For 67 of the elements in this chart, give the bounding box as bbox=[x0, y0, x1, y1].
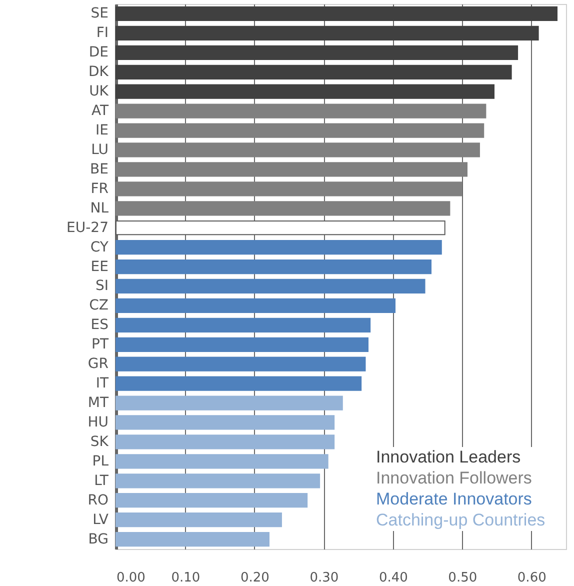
bar bbox=[116, 182, 462, 196]
bar bbox=[116, 6, 558, 22]
y-tick-label: DE bbox=[88, 44, 108, 61]
y-tick-label: PL bbox=[92, 453, 109, 470]
y-tick-label: LT bbox=[94, 472, 109, 489]
y-tick-label: MT bbox=[88, 395, 109, 412]
y-tick-label: PT bbox=[92, 336, 109, 353]
y-tick-label: RO bbox=[88, 492, 108, 508]
x-tick-label: 0.00 bbox=[116, 570, 146, 586]
bar bbox=[116, 45, 518, 60]
bar bbox=[116, 259, 432, 274]
y-tick-label: BE bbox=[90, 161, 108, 178]
y-tick-label: GR bbox=[88, 356, 109, 372]
bar bbox=[116, 278, 426, 294]
bar bbox=[116, 123, 484, 138]
y-tick-label: AT bbox=[91, 103, 109, 120]
bar bbox=[116, 493, 308, 508]
bar bbox=[116, 532, 270, 547]
x-tick-label: 0.50 bbox=[448, 570, 478, 586]
y-tick-label: CZ bbox=[89, 298, 108, 314]
bar bbox=[116, 337, 368, 352]
bar bbox=[116, 474, 320, 488]
x-tick-label: 0.40 bbox=[378, 570, 408, 586]
text: Innovation Leaders bbox=[376, 448, 521, 466]
y-tick-label: BG bbox=[88, 531, 108, 548]
bar bbox=[116, 298, 396, 314]
y-tick-label: FI bbox=[96, 25, 108, 42]
bar bbox=[116, 104, 486, 118]
y-tick-label: LU bbox=[91, 142, 108, 158]
y-tick-label: EE bbox=[90, 258, 108, 275]
y-tick-label: ES bbox=[90, 317, 109, 334]
y-tick-label: IT bbox=[96, 376, 109, 392]
y-tick-label: NL bbox=[90, 200, 109, 216]
x-tick-label: 0.30 bbox=[310, 570, 339, 586]
text: Moderate Innovators bbox=[376, 490, 532, 508]
bar bbox=[116, 220, 446, 236]
y-tick-label: SK bbox=[90, 434, 110, 450]
bar bbox=[116, 240, 442, 255]
bar bbox=[116, 318, 371, 332]
bar bbox=[116, 26, 539, 41]
x-tick-label: 0.20 bbox=[240, 570, 270, 586]
y-tick-label: CY bbox=[90, 239, 109, 256]
bar bbox=[116, 162, 468, 177]
y-tick-label: HU bbox=[88, 414, 108, 430]
bar bbox=[116, 356, 366, 372]
x-tick-label: 0.10 bbox=[171, 570, 200, 586]
y-tick-label: IE bbox=[96, 122, 108, 139]
bar bbox=[116, 142, 480, 158]
bar bbox=[116, 201, 450, 216]
y-tick-label: LV bbox=[92, 512, 109, 528]
y-tick-label: SI bbox=[95, 278, 108, 294]
y-tick-label: UK bbox=[89, 84, 110, 100]
text: Catching-up Countries bbox=[376, 510, 546, 530]
bar bbox=[116, 454, 328, 469]
y-tick-label: SE bbox=[90, 6, 108, 22]
bar bbox=[116, 512, 282, 528]
y-tick-label: FR bbox=[90, 180, 109, 197]
bar bbox=[116, 64, 512, 80]
bar bbox=[116, 84, 494, 99]
text: Innovation Followers bbox=[376, 468, 532, 488]
x-tick-label: 0.60 bbox=[517, 570, 546, 586]
y-tick-label: EU-27 bbox=[66, 220, 108, 236]
bar bbox=[116, 415, 335, 430]
bar bbox=[116, 396, 343, 410]
bar bbox=[116, 434, 335, 450]
y-tick-label: DK bbox=[88, 64, 110, 80]
bar bbox=[116, 376, 362, 391]
